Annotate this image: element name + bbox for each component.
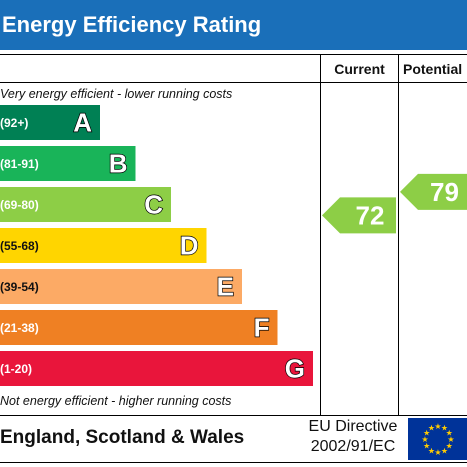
- eu-star-icon: ★: [423, 429, 430, 438]
- band-d-range: (55-68): [0, 239, 39, 253]
- band-c-bar: [0, 187, 171, 222]
- band-f-bar: [0, 310, 278, 345]
- band-f-letter: F: [254, 313, 270, 343]
- eu-star-icon: ★: [446, 442, 453, 451]
- eu-star-icon: ★: [447, 435, 454, 444]
- band-f-range: (21-38): [0, 321, 39, 335]
- potential-column-left-rule: [398, 54, 399, 416]
- footer-top-rule: [0, 415, 467, 416]
- band-a-letter: A: [73, 108, 92, 138]
- eu-star-icon: ★: [434, 422, 441, 431]
- eu-directive-line1: EU Directive: [308, 418, 398, 435]
- eu-star-icon: ★: [441, 446, 448, 455]
- potential-rating-arrow: [400, 173, 467, 210]
- band-b-range: (81-91): [0, 157, 39, 171]
- eu-flag-icon: ★ ★★★★★★★★★★★: [408, 418, 467, 460]
- eu-star-icon: ★: [428, 446, 435, 455]
- band-g-letter: G: [285, 354, 305, 384]
- band-a-bar: [0, 105, 100, 140]
- band-b-letter: B: [109, 149, 128, 179]
- eu-directive-line2: 2002/91/EC: [310, 438, 396, 455]
- bottom-efficiency-note: Not energy efficient - higher running co…: [0, 394, 232, 408]
- current-column-header: Current: [334, 61, 385, 77]
- header-bottom-rule: [0, 82, 467, 83]
- footer-bottom-rule: [0, 462, 467, 463]
- eu-star-icon: ★: [441, 424, 448, 433]
- band-b-bar: [0, 146, 136, 181]
- eu-star-icon: ★: [421, 435, 428, 444]
- eu-star-icon: ★: [428, 424, 435, 433]
- band-c-range: (69-80): [0, 198, 39, 212]
- eu-star-icon: ★: [446, 429, 453, 438]
- eu-directive: EU Directive 2002/91/EC: [304, 417, 402, 457]
- eu-star-icon: ★: [423, 442, 430, 451]
- country-label: England, Scotland & Wales: [0, 427, 245, 448]
- band-g-bar: [0, 351, 313, 386]
- band-a-range: (92+): [0, 116, 28, 130]
- top-efficiency-note: Very energy efficient - lower running co…: [0, 87, 233, 101]
- current-rating-arrow: [322, 197, 396, 234]
- band-d-letter: D: [180, 231, 199, 261]
- potential-column-header: Potential: [403, 61, 463, 77]
- current-rating-value: 72: [356, 200, 385, 230]
- band-g-range: (1-20): [0, 362, 32, 376]
- band-c-letter: C: [144, 190, 163, 220]
- chart-title: Energy Efficiency Rating: [0, 0, 467, 50]
- band-d-bar: [0, 228, 207, 263]
- band-e-letter: E: [217, 272, 234, 302]
- band-e-range: (39-54): [0, 280, 39, 294]
- band-e-bar: [0, 269, 242, 304]
- header-top-rule: [0, 54, 467, 55]
- potential-rating-value: 79: [430, 177, 459, 207]
- eu-star-icon: ★: [434, 448, 441, 457]
- current-column-left-rule: [320, 54, 321, 416]
